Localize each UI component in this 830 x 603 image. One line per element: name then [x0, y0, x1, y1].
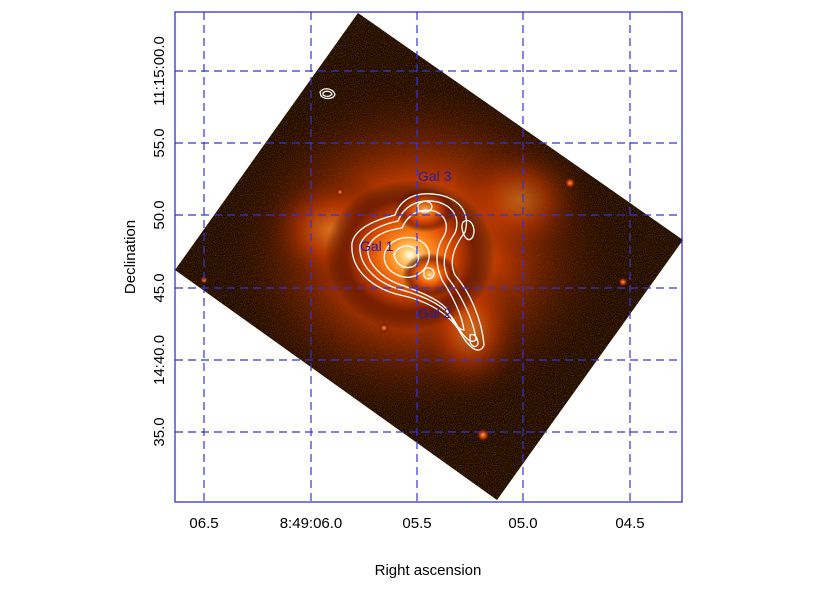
star-source	[379, 323, 389, 333]
star-source	[200, 276, 208, 284]
coordinate-grid	[175, 12, 682, 502]
image-tile	[175, 13, 683, 500]
star-source	[476, 428, 490, 442]
star-source	[564, 177, 576, 189]
y-tick-labels: 11:15:00.0 55.0 50.0 45.0 14:40.0 35.0	[151, 36, 168, 447]
y-tick-label: 55.0	[151, 128, 168, 157]
x-tick-labels: 06.5 8:49:06.0 05.5 05.0 04.5	[189, 515, 644, 532]
x-tick-label: 05.0	[508, 515, 537, 532]
star-source	[336, 188, 344, 196]
x-axis-label: Right ascension	[375, 562, 482, 579]
x-tick-label: 06.5	[189, 515, 218, 532]
y-tick-label: 45.0	[151, 273, 168, 302]
annotation-gal-2: Gal 2	[418, 305, 452, 321]
contour-overlay	[319, 88, 485, 351]
x-tick-label: 04.5	[615, 515, 644, 532]
plot-frame	[174, 11, 683, 503]
star-source	[618, 277, 628, 287]
y-axis-label: Declination	[122, 220, 139, 294]
x-tick-label: 05.5	[402, 515, 431, 532]
annotation-gal-3: Gal 3	[418, 168, 452, 184]
x-tick-label: 8:49:06.0	[280, 515, 343, 532]
y-tick-label: 35.0	[151, 417, 168, 446]
y-tick-label: 11:15:00.0	[151, 36, 168, 106]
y-tick-label: 50.0	[151, 200, 168, 229]
y-tick-label: 14:40.0	[151, 335, 168, 385]
annotation-gal-1: Gal 1	[360, 238, 394, 254]
